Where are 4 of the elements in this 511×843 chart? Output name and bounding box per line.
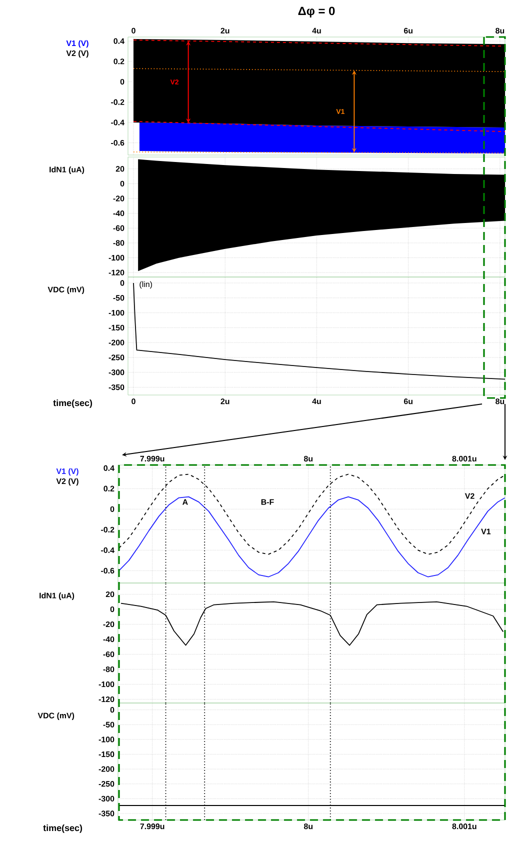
- line-series: [133, 282, 505, 380]
- chart-title: Δφ = 0: [298, 6, 335, 18]
- x-axis-title: time(sec): [53, 400, 92, 408]
- x-axis-title: time(sec): [43, 824, 82, 833]
